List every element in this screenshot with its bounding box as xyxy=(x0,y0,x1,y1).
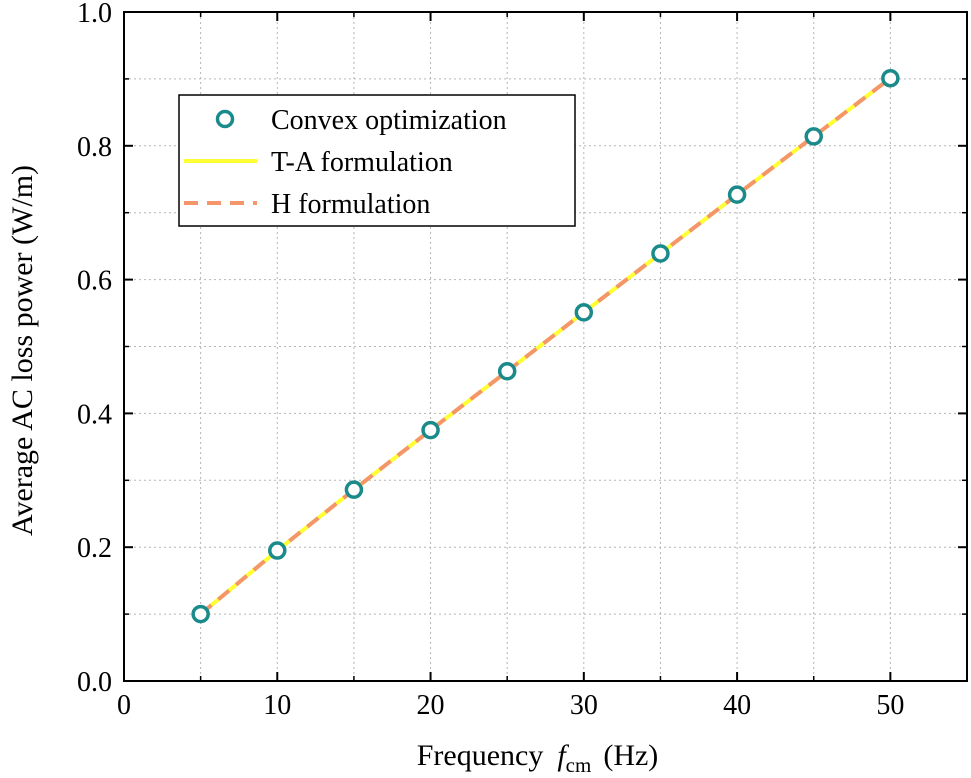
x-tick-label: 50 xyxy=(876,690,904,721)
x-axis-subscript: cm xyxy=(566,753,592,777)
legend-item: T-A formulation xyxy=(184,147,453,178)
legend-label: H formulation xyxy=(271,189,430,220)
axis-ticks: 0 10 20 30 40 50 0.0 0.2 0.4 0.6 0.8 1.0 xyxy=(77,0,967,721)
legend-label: T-A formulation xyxy=(271,147,453,178)
legend-label: Convex optimization xyxy=(271,105,507,136)
legend-marker xyxy=(215,109,235,129)
data-point xyxy=(574,303,594,322)
y-tick-label: 0.6 xyxy=(77,266,112,297)
y-tick-label: 0.4 xyxy=(77,399,112,430)
legend-items: Convex optimization T-A formulation H form… xyxy=(184,105,507,220)
data-point xyxy=(804,127,823,146)
x-axis-unit: (Hz) xyxy=(603,739,658,772)
data-point xyxy=(727,185,747,204)
series-line-h xyxy=(199,76,892,616)
legend-item: H formulation xyxy=(184,189,430,220)
data-point xyxy=(191,604,210,624)
legend-item: Convex optimization xyxy=(215,105,507,136)
legend: Convex optimization T-A formulation H form… xyxy=(178,94,576,227)
y-tick-label: 0.8 xyxy=(77,132,112,163)
y-tick-label: 1.0 xyxy=(77,0,112,29)
y-tick-label: 0.2 xyxy=(77,533,112,564)
data-point xyxy=(421,420,440,440)
y-tick-label: 0.0 xyxy=(77,667,112,698)
x-tick-label: 10 xyxy=(263,690,291,721)
x-tick-label: 40 xyxy=(723,690,751,721)
x-axis-label: Frequency xyxy=(417,739,544,772)
data-point xyxy=(651,244,670,263)
x-tick-label: 30 xyxy=(570,690,598,721)
data-point xyxy=(268,541,287,560)
data-point xyxy=(881,68,900,88)
data-point xyxy=(344,480,364,499)
data-point xyxy=(497,362,517,381)
y-axis-title: Average AC loss power (W/m) xyxy=(6,165,39,536)
x-tick-label: 20 xyxy=(417,690,445,721)
x-axis-title: Frequency fcm (Hz) xyxy=(417,739,659,777)
x-tick-label: 0 xyxy=(117,690,131,721)
series-layer xyxy=(191,68,900,624)
